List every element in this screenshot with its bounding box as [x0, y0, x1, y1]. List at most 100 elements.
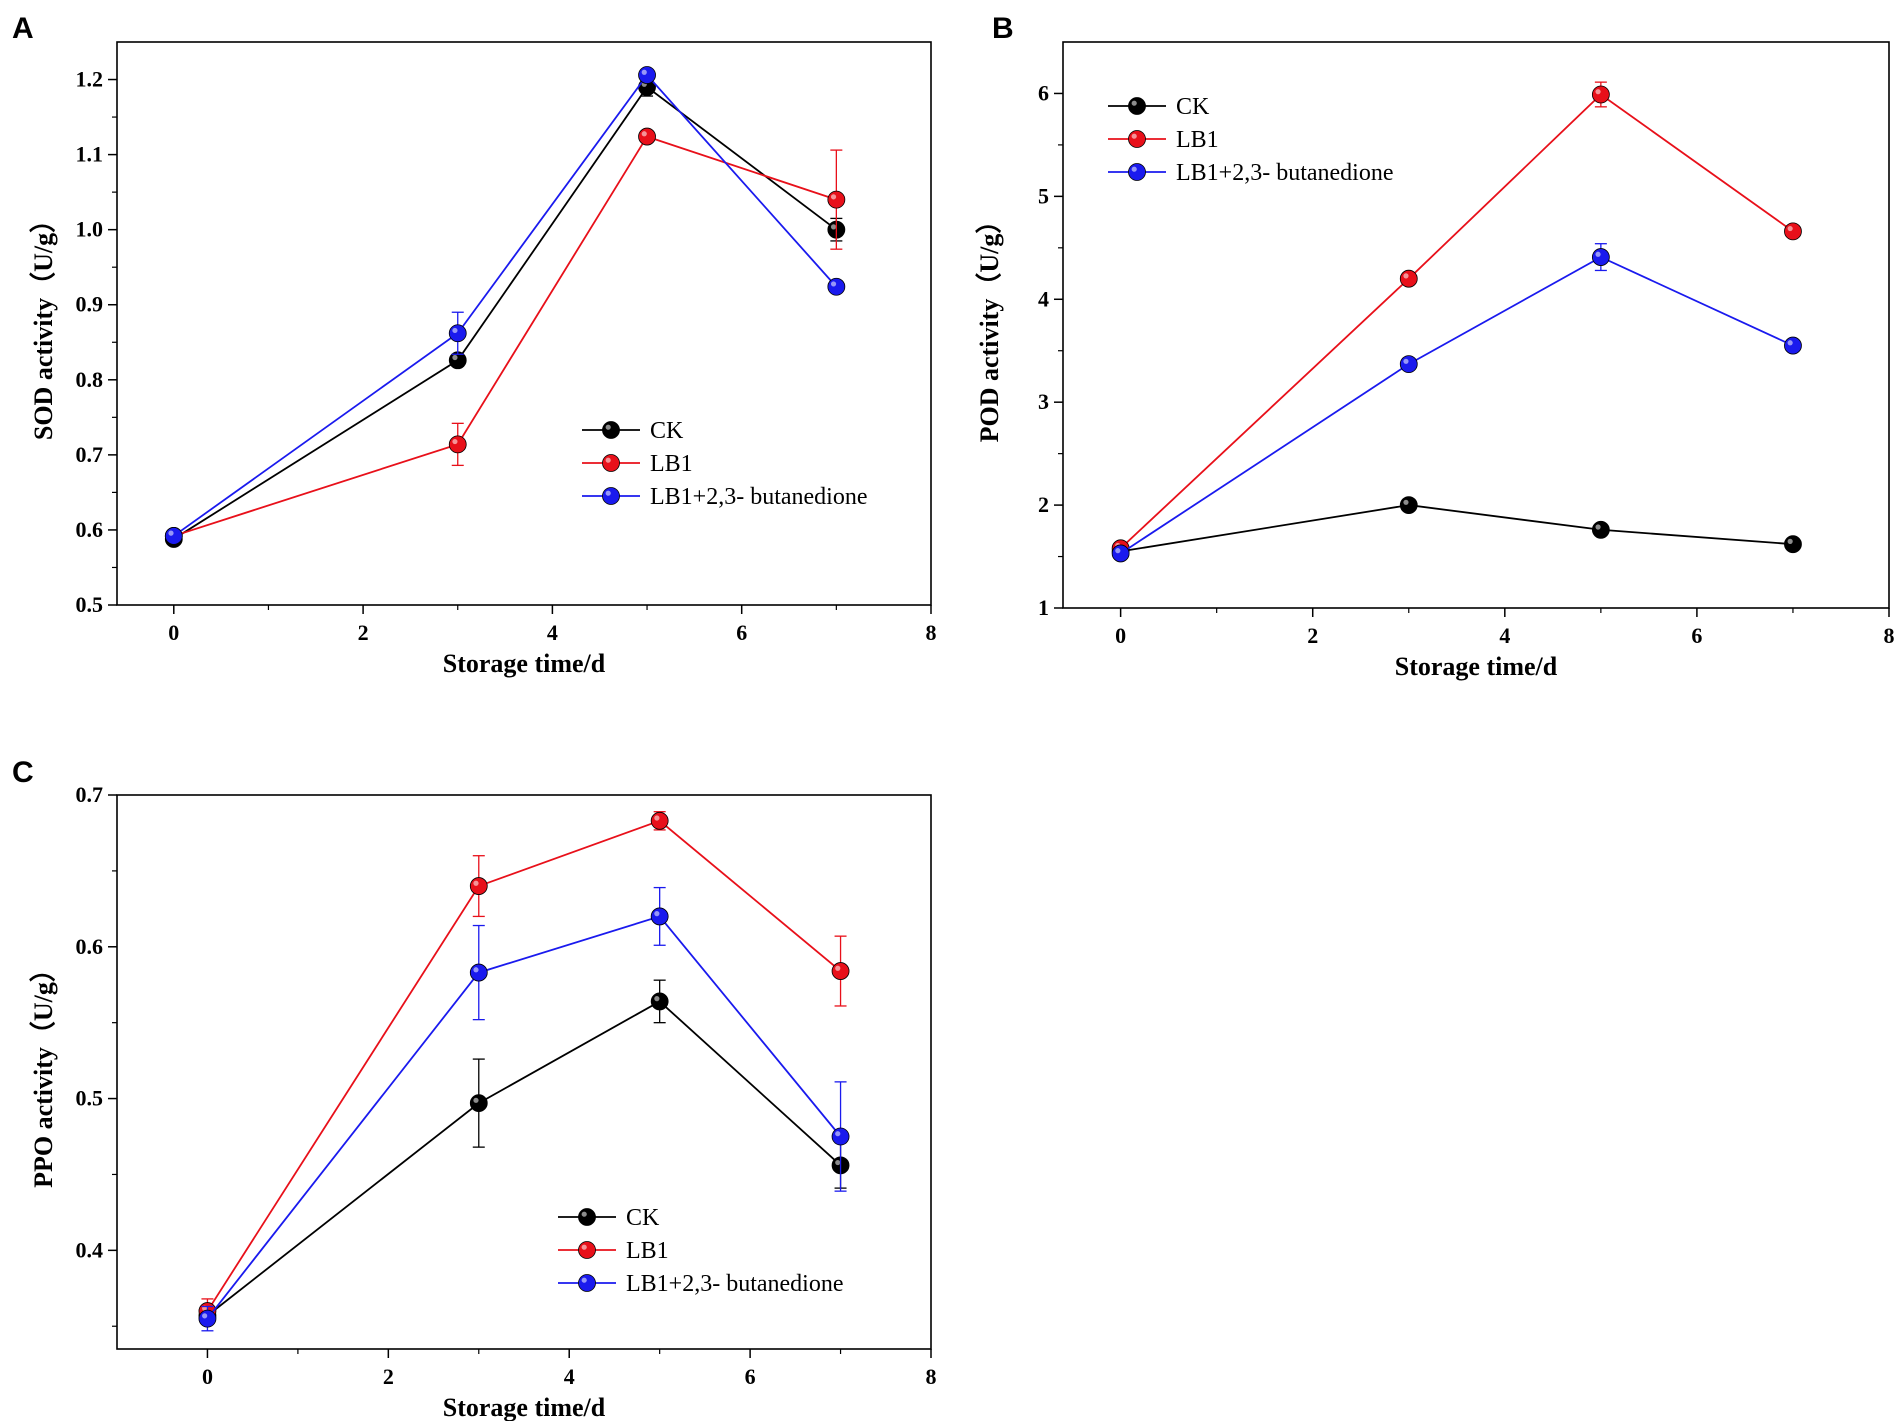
panel-c-x-tick-label: 2 [383, 1364, 394, 1389]
panel-b-legend-lb1-2-3-butanedione-marker [1128, 163, 1146, 181]
panel-b-legend-lb1-marker [1128, 130, 1146, 148]
panel-b-plot-frame [1062, 41, 1890, 609]
panel-a-legend-lb1-label: LB1 [650, 451, 693, 477]
panel-c-x-tick-label: 6 [745, 1364, 756, 1389]
panel-a-legend-lb1-marker-highlight [605, 457, 611, 463]
panel-b-series-lb1-2-3-butanedione-point-highlight [1115, 548, 1121, 554]
panel-a-y-tick-label: 1.2 [76, 67, 104, 92]
panel-c-x-tick-label: 8 [926, 1364, 937, 1389]
panel-c-legend-lb1-label: LB1 [626, 1238, 669, 1264]
panel-c: C 0 2 4 6 8 0.4 0.5 0.6 0.7 Storage time/d PPO acti… [12, 756, 937, 1421]
panel-a-x-tick-label: 8 [926, 620, 937, 645]
panel-b-x-tick-label: 0 [1115, 623, 1126, 648]
panel-b-series-lb1-point-highlight [1595, 89, 1601, 95]
panel-b-series-lb1-point [1591, 85, 1610, 104]
panel-b-legend-lb1-2-3-butanedione-marker-highlight [1131, 166, 1137, 172]
panel-a-series-ck-line [173, 85, 837, 540]
panel-b-legend-lb1-2-3-butanedione-label: LB1+2,3- butanedione [1176, 160, 1394, 186]
panel-b-series-lb1-2-3-butanedione-line [1120, 256, 1794, 555]
panel-b-letter: B [992, 12, 1014, 45]
panel-c-series-lb1-2-3-butanedione-point-highlight [835, 1131, 841, 1137]
panel-c-legend-lb1-2-3-butanedione-marker-highlight [581, 1277, 587, 1283]
panel-a-series-lb1-2-3-butanedione-point [827, 277, 846, 296]
panel-a-series-lb1-point-highlight [452, 438, 458, 445]
panel-b-y-tick-label: 2 [1038, 492, 1049, 517]
panel-c-y-tick-label: 0.4 [76, 1237, 104, 1262]
panel-b-series-ck-point [1784, 535, 1802, 554]
panel-a-series-lb1-2-3-butanedione-point-highlight [830, 281, 837, 287]
panel-a-legend-ck-label: CK [650, 418, 684, 444]
panel-a-legend-ck-marker-highlight [605, 424, 611, 430]
panel-b-series-lb1-point-highlight [1787, 225, 1793, 232]
panel-a-y-tick-label: 0.9 [76, 292, 104, 317]
panel-c-x-tick-label: 4 [564, 1364, 575, 1389]
panel-c-legend-ck-label: CK [626, 1205, 660, 1231]
panel-b-series-lb1-2-3-butanedione-point [1784, 336, 1802, 355]
panel-c-series-ck-point [650, 992, 669, 1011]
panel-c-series-lb1-2-3-butanedione-point-highlight [202, 1313, 208, 1319]
panel-b-series-lb1-2-3-butanedione-point-highlight [1403, 358, 1409, 364]
panel-b: B 0 2 4 6 8 1 2 3 4 5 6 Storage time/d POD activity（U… [975, 12, 1895, 681]
panel-c-series-lb1-point-highlight [654, 815, 660, 821]
panel-b-series-ck-point-highlight [1787, 538, 1793, 544]
panel-a-letter: A [12, 12, 34, 45]
panel-c-x-tick-label: 0 [202, 1364, 213, 1389]
panel-c-y-tick-label: 0.5 [76, 1086, 104, 1111]
panel-a-legend-lb1-2-3-butanedione-label: LB1+2,3- butanedione [650, 484, 868, 510]
panel-a-series-lb1-point-highlight [830, 194, 837, 200]
panel-c-series-lb1-line [206, 819, 842, 1312]
panel-a-series-lb1-2-3-butanedione-point-highlight [641, 69, 647, 75]
panel-b-series-lb1-2-3-butanedione-point [1111, 544, 1130, 563]
panel-b-x-tick-label: 2 [1307, 623, 1318, 648]
panel-a-series-lb1-2-3-butanedione-point [448, 324, 467, 343]
panel-b-y-axis-title: POD activity（U/g） [975, 208, 1004, 443]
panel-c-y-tick-label: 0.7 [76, 782, 104, 807]
panel-b-legend-ck-marker-highlight [1131, 100, 1137, 106]
panel-a-y-tick-label: 0.6 [76, 517, 104, 542]
panel-c-series-lb1-2-3-butanedione-point [650, 907, 669, 926]
panel-b-series-lb1-point [1399, 269, 1418, 288]
panel-b-legend-ck-label: CK [1176, 94, 1210, 120]
panel-b-x-tick-label: 6 [1691, 623, 1702, 648]
panel-a-series-lb1-2-3-butanedione-point-highlight [168, 530, 174, 536]
panel-b-legend: CK LB1 LB1+2,3- butanedione [1108, 94, 1394, 186]
panel-a-legend-lb1-2-3-butanedione-marker [602, 487, 620, 505]
panel-c-series-ck-point-highlight [473, 1097, 479, 1103]
panel-a-legend-ck-marker [602, 421, 620, 439]
panel-a-series-lb1-2-3-butanedione-point-highlight [452, 327, 458, 334]
panel-a-legend: CK LB1 LB1+2,3- butanedione [582, 418, 868, 510]
panel-a-y-tick-label: 1.1 [76, 142, 104, 167]
panel-a-legend-lb1-2-3-butanedione-marker-highlight [605, 490, 611, 496]
panel-a-series-lb1-point-highlight [641, 131, 647, 137]
panel-b-series-lb1-2-3-butanedione-point-highlight [1787, 340, 1793, 346]
panel-c-x-axis-title: Storage time/d [443, 1393, 606, 1421]
panel-c-legend-lb1-2-3-butanedione-label: LB1+2,3- butanedione [626, 1271, 844, 1297]
panel-c-y-axis-title: PPO activity（U/g） [29, 956, 58, 1188]
panel-c-y-tick-label: 0.6 [76, 934, 104, 959]
panel-b-y-tick-label: 3 [1038, 389, 1049, 414]
panel-c-series-lb1-2-3-butanedione-point-highlight [654, 911, 660, 917]
panel-c-series-lb1-point [469, 877, 488, 895]
panel-a-series-lb1-point [638, 127, 656, 146]
panel-a-series-ck-point-highlight [830, 224, 837, 230]
panel-c-legend: CK LB1 LB1+2,3- butanedione [558, 1205, 844, 1297]
panel-a-plot-frame [116, 41, 932, 606]
panel-c-series-ck-point-highlight [654, 996, 660, 1002]
panel-c-series-lb1-2-3-butanedione-point-highlight [473, 967, 479, 973]
panel-a-series-ck-point-highlight [452, 354, 458, 361]
panel-c-letter: C [12, 756, 34, 789]
panel-a-x-tick-label: 6 [736, 620, 747, 645]
panel-b-series-lb1-point [1784, 222, 1802, 241]
panel-b-series-lb1-2-3-butanedione-point-highlight [1595, 251, 1601, 257]
panel-c-series-lb1-2-3-butanedione-line [206, 915, 842, 1320]
panel-c-series-lb1-2-3-butanedione-point [831, 1127, 850, 1146]
panel-b-series-ck-point [1399, 496, 1418, 514]
panel-a-x-axis-title: Storage time/d [443, 649, 606, 678]
panel-a-series-lb1-line [173, 135, 837, 537]
panel-c-series-lb1-point [831, 962, 850, 980]
panel-c-series-lb1-2-3-butanedione-point [469, 963, 488, 982]
panel-b-series-ck-point-highlight [1595, 524, 1601, 530]
panel-a-y-axis-title: SOD activity（U/g） [29, 207, 58, 440]
panel-b-legend-lb1-marker-highlight [1131, 133, 1137, 139]
